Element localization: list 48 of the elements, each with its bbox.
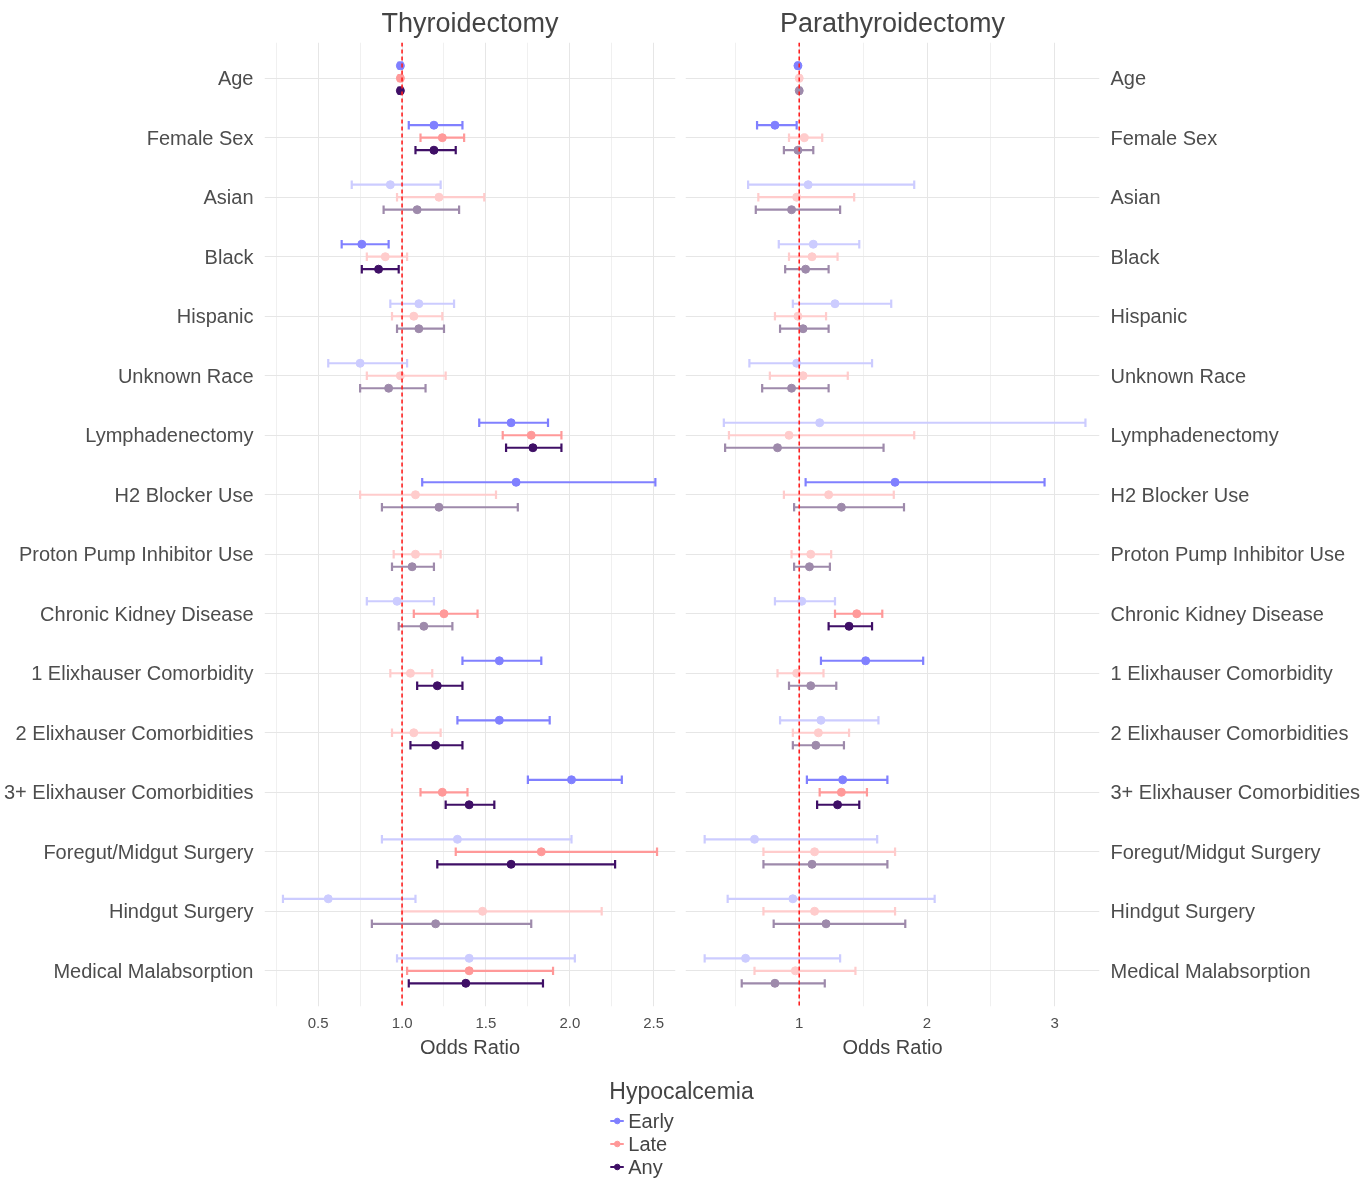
y-tick-label: 1 Elixhauser Comorbidity [1110, 662, 1333, 685]
y-tick-label: Female Sex [146, 126, 254, 149]
x-tick-label: 0.5 [307, 1013, 329, 1031]
y-tick-label: Hispanic [1110, 305, 1188, 328]
y-tick-label: Asian [203, 186, 254, 209]
x-tick-label: 2 [922, 1013, 932, 1031]
x-tick-label: 3 [1050, 1013, 1059, 1031]
y-tick-label: Age [217, 67, 254, 90]
y-tick-label: Female Sex [1110, 126, 1218, 149]
y-tick-label: 1 Elixhauser Comorbidity [31, 662, 254, 685]
chart-title: Thyroidectomy [381, 7, 560, 38]
chart-title: Parathyroidectomy [779, 7, 1006, 38]
x-tick-label: 2.0 [559, 1013, 581, 1031]
y-tick-label: Black [204, 245, 255, 268]
legend-title: Hypocalcemia [609, 1077, 754, 1104]
y-tick-label: 3+ Elixhauser Comorbidities [3, 781, 254, 804]
x-axis-title: Odds Ratio [842, 1035, 943, 1058]
x-tick-label: 1 [795, 1013, 804, 1031]
y-tick-label: Hispanic [176, 305, 254, 328]
y-tick-label: Asian [1110, 186, 1161, 209]
legend-label: Any [628, 1155, 663, 1178]
x-tick-label: 1.5 [475, 1013, 497, 1031]
y-tick-label: 3+ Elixhauser Comorbidities [1110, 781, 1361, 804]
y-tick-label: 2 Elixhauser Comorbidities [1110, 721, 1349, 744]
y-tick-label: Unknown Race [1110, 364, 1247, 387]
y-tick-label: Unknown Race [117, 364, 254, 387]
x-axis-title: Odds Ratio [419, 1035, 521, 1058]
y-tick-label: Black [1110, 245, 1161, 268]
y-tick-label: Hindgut Surgery [1110, 900, 1256, 923]
y-tick-label: Proton Pump Inhibitor Use [1110, 543, 1346, 566]
x-tick-label: 2.5 [643, 1013, 665, 1031]
y-tick-label: Age [1110, 67, 1147, 90]
y-tick-label: Foregut/Midgut Surgery [43, 840, 254, 863]
y-tick-label: Chronic Kidney Disease [40, 602, 254, 625]
legend-label: Late [628, 1132, 668, 1155]
y-tick-label: Lymphadenectomy [85, 424, 254, 447]
y-tick-label: Chronic Kidney Disease [1110, 602, 1324, 625]
y-tick-label: Hindgut Surgery [108, 900, 254, 923]
legend-label: Early [628, 1109, 674, 1132]
y-tick-label: Foregut/Midgut Surgery [1110, 840, 1321, 863]
y-tick-label: H2 Blocker Use [1110, 483, 1250, 506]
y-tick-label: Medical Malabsorption [1110, 959, 1311, 982]
y-tick-label: Medical Malabsorption [53, 959, 254, 982]
y-tick-label: Proton Pump Inhibitor Use [18, 543, 254, 566]
y-tick-label: Lymphadenectomy [1110, 424, 1279, 447]
x-tick-label: 1.0 [391, 1013, 413, 1031]
y-tick-label: H2 Blocker Use [114, 483, 254, 506]
y-tick-label: 2 Elixhauser Comorbidities [15, 721, 254, 744]
